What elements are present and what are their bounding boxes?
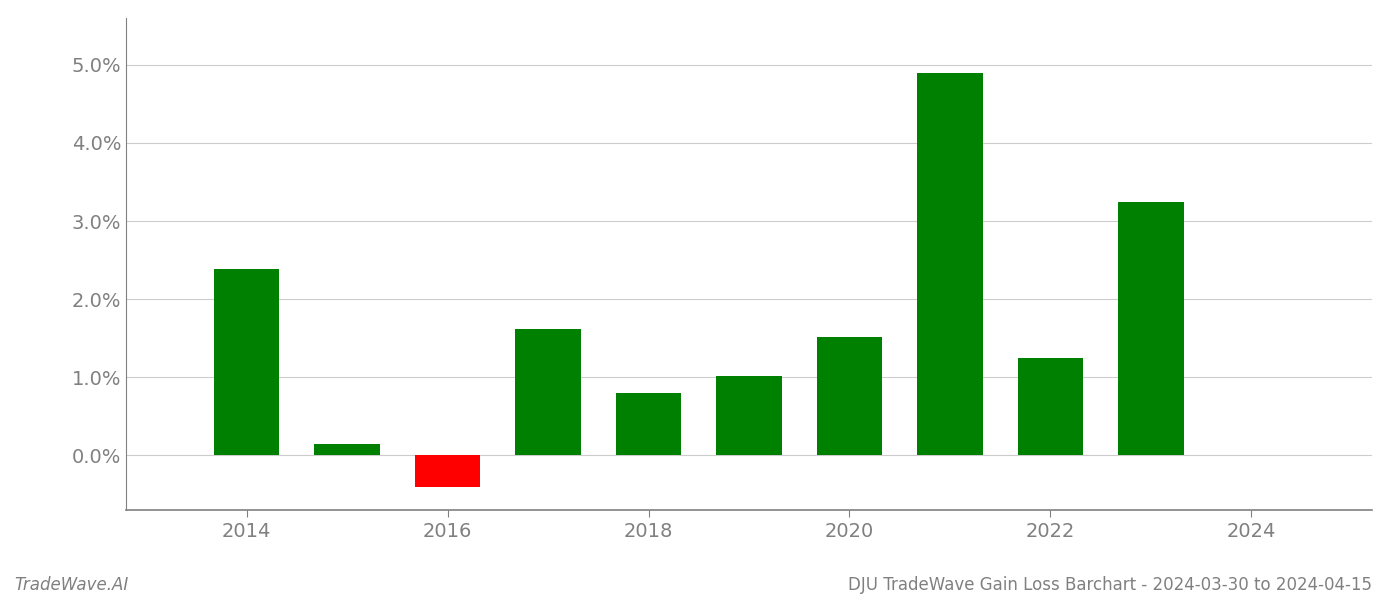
Bar	[1018, 358, 1084, 455]
Bar	[414, 455, 480, 487]
Text: TradeWave.AI: TradeWave.AI	[14, 576, 129, 594]
Bar	[214, 269, 279, 455]
Bar	[816, 337, 882, 455]
Text: DJU TradeWave Gain Loss Barchart - 2024-03-30 to 2024-04-15: DJU TradeWave Gain Loss Barchart - 2024-…	[848, 576, 1372, 594]
Bar	[315, 443, 379, 455]
Bar	[717, 376, 781, 455]
Bar	[917, 73, 983, 455]
Bar	[616, 393, 682, 455]
Bar	[515, 329, 581, 455]
Bar	[1119, 202, 1183, 455]
